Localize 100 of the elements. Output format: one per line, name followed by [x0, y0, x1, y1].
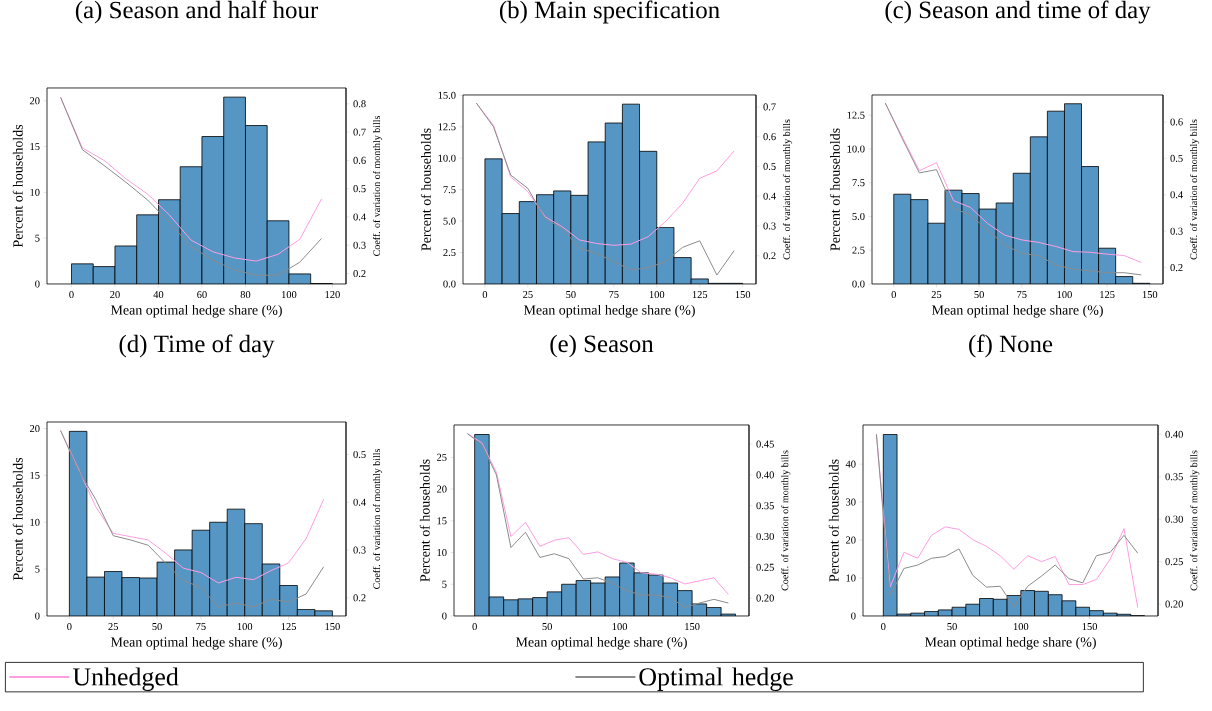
x-tick-label: 50 — [947, 623, 957, 631]
x-tick-label: 100 — [1013, 623, 1029, 631]
y-tick-label: 20 — [29, 97, 40, 105]
y2-tick-label: 0.3 — [353, 546, 366, 554]
y2-axis-title: Coeff. of variation of monthly bills — [372, 116, 383, 256]
x-tick-label: 25 — [931, 291, 942, 299]
y2-tick-label: 0.40 — [756, 471, 774, 479]
y2-tick-label: 0.6 — [1170, 118, 1183, 126]
y-tick-label: 0 — [442, 612, 447, 620]
y2-tick-label: 0.30 — [756, 532, 774, 541]
y-tick-label: 20 — [29, 425, 40, 433]
x-tick-label: 25 — [523, 291, 533, 299]
y-tick-label: 0 — [35, 612, 40, 620]
y2-tick-label: 0.4 — [763, 192, 776, 200]
y-tick-label: 0 — [35, 280, 40, 288]
y2-tick-label: 0.5 — [763, 162, 776, 170]
y-tick-label: 15.0 — [438, 91, 456, 99]
y-tick-label: 25 — [436, 453, 447, 461]
y-tick-label: 0 — [851, 612, 856, 620]
x-axis-title: Mean optimal hedge share (%) — [515, 636, 687, 650]
x-tick-label: 150 — [735, 291, 751, 299]
chart-title: (f) None — [969, 334, 1053, 358]
y2-tick-label: 0.25 — [756, 563, 774, 571]
x-tick-label: 50 — [542, 623, 552, 631]
x-tick-label: 100 — [237, 623, 253, 631]
y-tick-label: 15 — [30, 471, 40, 479]
x-axis-title: Mean optimal hedge share (%) — [523, 304, 695, 318]
x-tick-label: 150 — [685, 623, 700, 631]
x-tick-label: 40 — [153, 291, 164, 299]
chart-title: (e) Season — [550, 334, 654, 358]
x-tick-label: 75 — [196, 623, 206, 630]
y2-tick-label: 0.2 — [353, 269, 366, 278]
x-tick-label: 100 — [282, 291, 297, 299]
x-tick-label: 25 — [108, 623, 119, 631]
y-axis-title: Percent of households — [829, 128, 840, 251]
x-tick-label: 0 — [891, 291, 896, 299]
y-axis-title: Percent of households — [828, 459, 839, 582]
x-tick-label: 100 — [649, 291, 665, 299]
y-tick-label: 10.0 — [847, 145, 865, 153]
chart-title: (b) Main specification — [499, 0, 720, 24]
y2-tick-label: 0.4 — [353, 213, 366, 221]
x-tick-label: 0 — [69, 291, 74, 299]
y-tick-label: 10 — [30, 518, 40, 526]
x-axis-title: Mean optimal hedge share (%) — [110, 636, 282, 650]
y-tick-label: 5 — [35, 234, 40, 242]
y-tick-label: 30 — [846, 498, 856, 506]
line-series — [475, 102, 735, 246]
y-tick-label: 15 — [437, 517, 447, 525]
y-tick-label: 12.5 — [438, 123, 456, 131]
x-tick-label: 60 — [197, 291, 207, 299]
x-tick-label: 50 — [566, 291, 576, 299]
y2-tick-label: 0.30 — [1165, 515, 1183, 523]
y-tick-label: 7.5 — [443, 186, 456, 194]
y2-tick-label: 0.7 — [763, 103, 776, 111]
y-tick-label: 2.5 — [443, 249, 456, 257]
y2-tick-label: 0.3 — [1170, 227, 1183, 235]
y-axis-title: Percent of households — [419, 459, 430, 582]
y-tick-label: 12.5 — [847, 111, 865, 119]
x-tick-label: 125 — [692, 291, 708, 299]
y2-tick-label: 0.2 — [1170, 264, 1183, 272]
y2-tick-label: 0.20 — [756, 594, 774, 602]
legend-label: Optimal hedge — [639, 667, 793, 691]
y-tick-label: 5 — [442, 580, 447, 588]
y2-tick-label: 0.45 — [756, 440, 774, 448]
y-tick-label: 2.5 — [852, 246, 865, 254]
x-axis-title: Mean optimal hedge share (%) — [110, 304, 282, 318]
x-tick-label: 80 — [240, 291, 251, 299]
y2-tick-label: 0.5 — [353, 450, 366, 459]
chart-title: (c) Season and time of day — [885, 0, 1151, 24]
y-axis-title: Percent of households — [12, 124, 23, 248]
x-tick-label: 20 — [110, 291, 120, 299]
x-tick-label: 150 — [325, 623, 340, 631]
y-tick-label: 20 — [845, 536, 856, 544]
y-tick-label: 5.0 — [443, 217, 456, 225]
y2-tick-label: 0.35 — [1165, 473, 1183, 481]
y2-tick-label: 0.40 — [1165, 430, 1183, 438]
y-tick-label: 40 — [845, 460, 856, 468]
y2-tick-label: 0.2 — [353, 594, 366, 602]
chart-title: (a) Season and half hour — [75, 0, 319, 24]
y-tick-label: 5.0 — [852, 212, 865, 221]
y-tick-label: 10.0 — [438, 154, 456, 162]
x-tick-label: 150 — [1142, 291, 1158, 299]
x-tick-label: 125 — [281, 623, 296, 631]
y-tick-label: 10 — [30, 188, 40, 196]
y-tick-label: 0.0 — [852, 280, 865, 288]
y-tick-label: 5 — [35, 565, 40, 573]
y2-axis-title: Coeff. of variation of monthly bills — [782, 119, 793, 260]
y2-tick-label: 0.7 — [353, 128, 366, 136]
y2-axis-title: Coeff. of variation of monthly bills — [1189, 119, 1200, 260]
y2-tick-label: 0.4 — [1170, 191, 1183, 199]
y2-tick-label: 0.25 — [1165, 558, 1183, 566]
y-tick-label: 15 — [30, 143, 40, 151]
x-tick-label: 150 — [1082, 623, 1098, 631]
x-tick-label: 75 — [1017, 291, 1027, 298]
y2-tick-label: 0.3 — [353, 241, 366, 249]
y2-tick-label: 0.6 — [763, 133, 776, 141]
x-axis-title: Mean optimal hedge share (%) — [931, 304, 1103, 318]
x-tick-label: 75 — [609, 291, 619, 298]
y2-tick-label: 0.4 — [353, 498, 366, 506]
line-series — [875, 433, 1139, 608]
